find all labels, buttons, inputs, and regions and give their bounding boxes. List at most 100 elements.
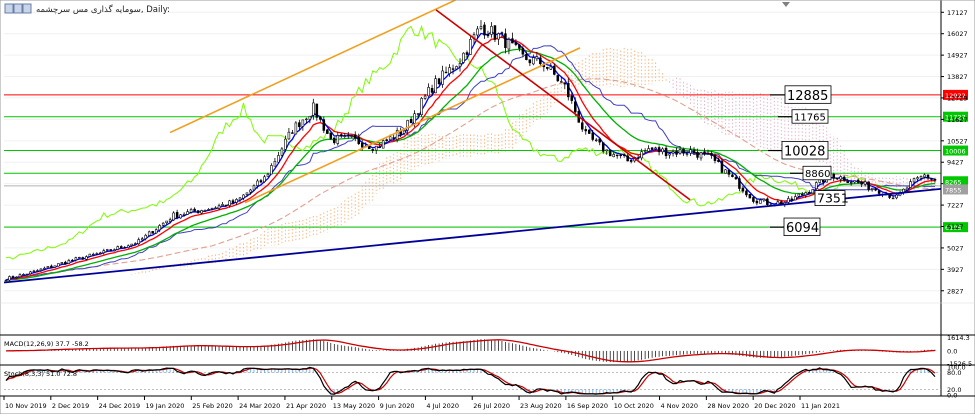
candle-body <box>811 189 815 194</box>
candle-body <box>675 150 678 155</box>
candle-body <box>905 187 909 191</box>
time-tick-label: 21 Apr 2020 <box>286 402 326 410</box>
level-label-box[interactable] <box>784 85 832 104</box>
candle-body <box>315 103 319 118</box>
candle-body <box>752 197 755 202</box>
candle-body <box>748 194 752 199</box>
candle-body <box>724 169 727 174</box>
candle-body <box>130 243 133 246</box>
channel-upper-line[interactable] <box>169 0 600 134</box>
chart-header: سومایه گذاری مس سرچشمه, Daily: <box>4 3 170 15</box>
candle-body <box>657 147 661 153</box>
candle-body <box>766 198 769 205</box>
trendline-label-box[interactable] <box>814 190 846 206</box>
candle-body <box>797 193 801 197</box>
candle-body <box>629 160 633 162</box>
time-tick-label: 25 Feb 2020 <box>192 402 232 410</box>
resistance-trendline[interactable] <box>435 9 691 201</box>
chart-type-icon[interactable] <box>4 3 14 14</box>
current-price-tag <box>943 176 968 187</box>
chart-shift-icon[interactable] <box>782 2 790 7</box>
candle-body <box>801 194 804 196</box>
candle-body <box>720 160 724 173</box>
candle-body <box>919 176 923 179</box>
candle-body <box>605 149 608 152</box>
candle-body <box>413 113 416 124</box>
time-tick-label: 2 Dec 2019 <box>52 402 89 410</box>
candle-body <box>710 153 713 156</box>
candle-body <box>640 151 643 159</box>
candle-body <box>504 33 507 49</box>
candle-body <box>381 140 385 149</box>
candle-body <box>839 176 842 180</box>
candle-body <box>685 153 689 155</box>
long-moving-average-line <box>5 78 936 281</box>
candle-body <box>647 148 650 152</box>
candle-body <box>144 234 147 239</box>
level-label-box[interactable] <box>802 165 832 181</box>
stoch-tick-label: 0.0 <box>947 392 957 400</box>
candle-body <box>420 98 423 115</box>
candle-body <box>870 187 874 190</box>
candle-body <box>284 138 287 150</box>
ema20-line <box>5 48 936 281</box>
candle-body <box>808 192 811 194</box>
candle-body <box>333 137 336 144</box>
candle-body <box>221 204 224 206</box>
channel-lower-line[interactable] <box>244 47 581 204</box>
candle-body <box>863 181 867 185</box>
candle-body <box>580 122 584 130</box>
support-trendline[interactable] <box>3 187 942 284</box>
candle-body <box>458 63 462 67</box>
window-icon[interactable] <box>22 3 32 14</box>
level-label-box[interactable] <box>783 217 821 236</box>
candle-body <box>759 199 762 204</box>
candle-body <box>273 161 277 167</box>
candle-body <box>347 134 350 137</box>
candle-body <box>207 209 210 211</box>
candle-body <box>636 157 640 159</box>
candle-body <box>43 267 46 270</box>
candle-body <box>340 134 343 137</box>
candle-body <box>294 122 298 135</box>
candle-body <box>619 154 622 157</box>
candle-body <box>594 139 598 141</box>
candle-body <box>214 207 217 209</box>
candle-body <box>423 95 427 99</box>
candle-body <box>343 135 347 137</box>
level-label-box[interactable] <box>781 141 829 160</box>
candle-body <box>168 219 172 222</box>
drawn-objects[interactable]: 12885 11765 10028 8860 6094 7351 <box>3 0 942 284</box>
period-icon[interactable] <box>13 3 23 14</box>
candle-body <box>378 146 381 148</box>
candle-body <box>196 210 200 213</box>
candle-body <box>923 174 926 178</box>
candle-body <box>574 101 577 113</box>
candle-body <box>64 261 67 265</box>
candle-body <box>165 220 168 224</box>
level-label-box[interactable] <box>791 109 829 124</box>
candle-body <box>706 152 710 155</box>
candle-body <box>549 66 553 70</box>
candle-body <box>867 181 870 190</box>
candle-body <box>210 207 214 210</box>
candle-body <box>15 276 18 279</box>
candle-body <box>224 204 228 207</box>
candle-body <box>682 148 685 154</box>
candle-body <box>696 151 699 158</box>
candle-body <box>832 173 835 179</box>
candle-body <box>804 192 808 196</box>
candle-body <box>270 165 273 175</box>
price-tick-label: 17127 <box>947 9 968 17</box>
price-tick-label: 11627 <box>947 116 968 124</box>
candle-body <box>287 131 291 140</box>
level-label-text: 10028 <box>784 144 825 159</box>
candle-body <box>193 208 196 212</box>
candle-body <box>329 132 333 139</box>
scroll-marker[interactable] <box>782 2 790 7</box>
candle-body <box>626 155 629 162</box>
candle-body <box>301 119 305 127</box>
candle-body <box>926 174 930 179</box>
